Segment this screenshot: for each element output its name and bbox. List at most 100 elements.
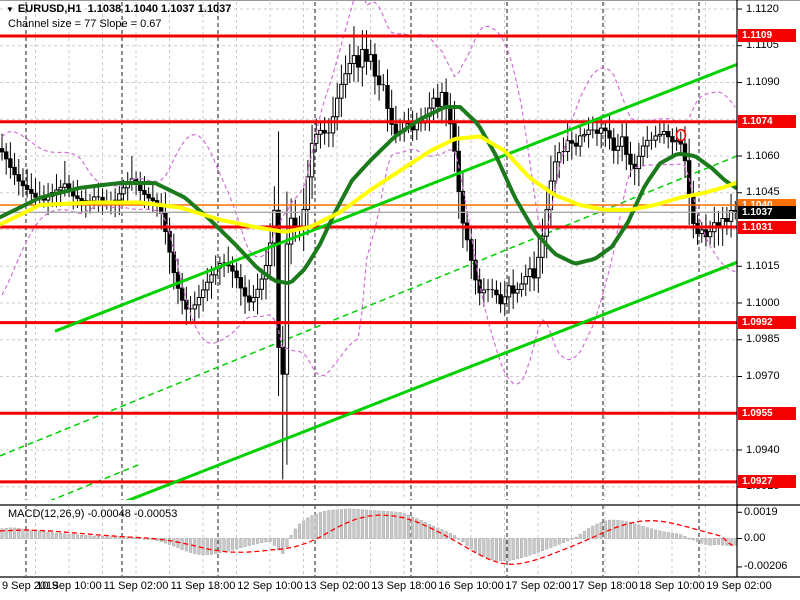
candle-down bbox=[364, 48, 369, 62]
macd-bar bbox=[436, 527, 440, 539]
candle-up bbox=[200, 289, 206, 299]
trendline-dashed[interactable] bbox=[0, 155, 737, 457]
price-axis-label: 1.1000 bbox=[746, 296, 780, 309]
macd-bar bbox=[33, 530, 38, 539]
candle-up bbox=[674, 140, 679, 143]
macd-bar bbox=[553, 538, 557, 547]
macd-bar bbox=[8, 527, 12, 539]
candle-down bbox=[389, 107, 394, 125]
macd-bar bbox=[411, 516, 415, 539]
candle-up bbox=[439, 91, 445, 107]
macd-bar bbox=[700, 538, 704, 544]
candle-down bbox=[460, 190, 466, 224]
macd-bar bbox=[582, 531, 586, 539]
macd-bar bbox=[163, 538, 167, 544]
analysis-marker-circle[interactable] bbox=[675, 128, 687, 142]
macd-bar bbox=[348, 508, 352, 539]
macd-bar bbox=[318, 511, 322, 539]
candle-up bbox=[699, 229, 704, 235]
macd-bar bbox=[310, 515, 314, 539]
macd-bar bbox=[369, 510, 373, 539]
macd-bar bbox=[545, 538, 549, 550]
macd-bar bbox=[641, 526, 645, 539]
channel-lower-line[interactable] bbox=[108, 260, 737, 508]
candle-down bbox=[0, 148, 5, 153]
candle-up bbox=[506, 285, 512, 298]
candle-down bbox=[464, 222, 470, 241]
macd-bar bbox=[515, 538, 519, 560]
candle-up bbox=[557, 152, 562, 163]
macd-bar bbox=[708, 538, 712, 546]
candle-up bbox=[251, 296, 256, 303]
macd-bar bbox=[628, 522, 633, 539]
macd-bar bbox=[645, 527, 649, 539]
candle-up bbox=[209, 274, 214, 283]
time-axis-label: 10 Sep 10:00 bbox=[36, 580, 102, 592]
price-axis-label: 1.0970 bbox=[746, 370, 780, 382]
candle-up bbox=[259, 278, 264, 290]
candle-down bbox=[150, 197, 156, 202]
macd-pane[interactable] bbox=[0, 505, 737, 577]
time-axis-label: 17 Sep 18:00 bbox=[572, 580, 638, 592]
candle-down bbox=[276, 209, 281, 348]
candle-down bbox=[385, 85, 390, 109]
macd-bar bbox=[574, 536, 578, 539]
macd-scale-label: 0.0019 bbox=[744, 505, 778, 518]
time-axis-label: 19 Sep 02:00 bbox=[706, 580, 772, 592]
macd-bar bbox=[172, 538, 176, 547]
macd-bar bbox=[155, 538, 159, 542]
macd-bar bbox=[46, 531, 50, 539]
macd-bar bbox=[486, 538, 490, 559]
candle-down bbox=[624, 136, 629, 155]
price-level-badge: 1.0927 bbox=[738, 475, 796, 489]
macd-bar bbox=[440, 529, 444, 539]
candle-up bbox=[619, 136, 625, 147]
macd-bar bbox=[218, 538, 222, 553]
macd-bar bbox=[331, 509, 335, 539]
macd-bar bbox=[214, 538, 218, 554]
macd-bar bbox=[276, 538, 281, 551]
macd-bar bbox=[385, 511, 390, 539]
trendline-dashed[interactable] bbox=[40, 463, 141, 505]
macd-bar bbox=[721, 538, 725, 546]
candle-down bbox=[435, 97, 440, 107]
collapse-triangle-icon[interactable]: ▼ bbox=[6, 5, 14, 14]
macd-bar bbox=[557, 538, 561, 545]
macd-bar bbox=[695, 538, 700, 543]
candle-down bbox=[16, 174, 21, 182]
candle-down bbox=[477, 279, 482, 294]
candle-down bbox=[280, 346, 285, 375]
candle-down bbox=[146, 193, 151, 199]
candle-down bbox=[594, 129, 600, 134]
candle-up bbox=[481, 289, 487, 294]
macd-bar bbox=[84, 535, 88, 539]
macd-bar bbox=[302, 520, 306, 539]
candle-down bbox=[175, 272, 181, 289]
macd-bar bbox=[364, 509, 369, 539]
macd-bar bbox=[0, 528, 4, 539]
candle-up bbox=[653, 135, 658, 141]
macd-bar bbox=[499, 538, 503, 562]
macd-bar bbox=[540, 538, 545, 552]
candle-up bbox=[578, 135, 583, 147]
time-axis-label: 17 Sep 02:00 bbox=[505, 580, 571, 592]
macd-signal-line bbox=[0, 514, 737, 565]
macd-bar bbox=[168, 538, 172, 545]
ma-dark-green bbox=[0, 105, 737, 286]
macd-bar bbox=[38, 530, 42, 539]
price-axis-label: 1.1045 bbox=[746, 186, 780, 199]
candle-up bbox=[645, 139, 650, 147]
candle-down bbox=[41, 198, 47, 201]
macd-bar bbox=[205, 538, 209, 555]
channel-upper-line[interactable] bbox=[54, 62, 737, 333]
macd-bar bbox=[599, 521, 603, 539]
macd-bar bbox=[654, 529, 658, 539]
main-pane[interactable] bbox=[0, 0, 737, 508]
price-axis-label: 1.1060 bbox=[746, 149, 780, 162]
candle-up bbox=[636, 155, 642, 170]
macd-bar bbox=[419, 520, 423, 539]
macd-bar bbox=[687, 537, 691, 540]
macd-histogram bbox=[0, 508, 737, 562]
